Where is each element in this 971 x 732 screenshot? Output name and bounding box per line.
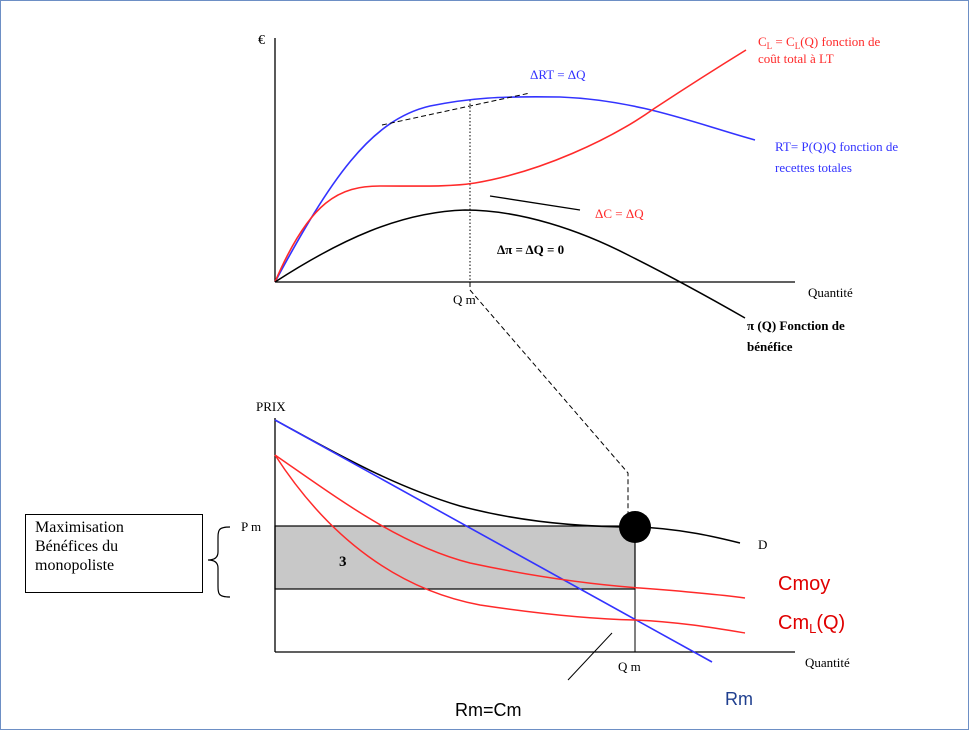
profit-curve-label-line1: π (Q) Fonction de — [747, 318, 845, 333]
demand-curve — [274, 419, 741, 544]
cost-curve-label-line2: coût total à LT — [758, 51, 834, 66]
top-y-axis-label: € — [258, 33, 265, 48]
box-line-3: monopoliste — [35, 557, 115, 574]
box-line-1: Maximisation — [35, 519, 124, 536]
average-cost-curve — [274, 454, 746, 599]
rm-equals-cm-label: Rm=Cm — [455, 700, 522, 720]
marginal-cost-curve — [274, 454, 746, 634]
top-qm-tick-label: Q m — [453, 292, 476, 307]
revenue-curve — [274, 95, 756, 283]
top-chart: € Quantité Q m ΔRT = ΔQ ΔC = ΔQ Δπ = ΔQ … — [258, 33, 898, 354]
top-x-axis-label: Quantité — [808, 285, 853, 300]
profit-area-label: 3 — [339, 554, 347, 570]
revenue-curve-label-line2: recettes totales — [775, 160, 852, 175]
delta-c-label: ΔC = ΔQ — [595, 206, 644, 221]
cost-tangent — [489, 195, 581, 211]
marginal-revenue-curve — [274, 419, 713, 663]
profit-area — [274, 525, 636, 590]
cost-curve-label-line1: CL = CL(Q) fonction de — [758, 34, 881, 51]
monopoly-equilibrium-point — [619, 511, 651, 543]
average-cost-label: Cmoy — [778, 573, 830, 595]
marginal-revenue-label: Rm — [725, 689, 753, 709]
rm-cm-pointer — [567, 632, 613, 681]
bottom-y-axis-label: PRIX — [256, 399, 286, 414]
qm-connector-dashed — [469, 282, 629, 516]
pm-tick-label: P m — [241, 519, 261, 534]
side-brace — [207, 526, 231, 598]
bottom-x-axis-label: Quantité — [805, 655, 850, 670]
demand-label: D — [758, 537, 767, 552]
bottom-qm-tick-label: Q m — [618, 659, 641, 674]
revenue-curve-label-line1: RT= P(Q)Q fonction de — [775, 139, 898, 154]
profit-curve — [274, 209, 746, 319]
bottom-chart: 3 PRIX Quantité P m Q m D Cmoy CmL(Q) Rm… — [207, 399, 850, 720]
delta-rt-label: ΔRT = ΔQ — [530, 67, 586, 82]
profit-curve-label-line2: bénéfice — [747, 339, 793, 354]
marginal-cost-label: CmL(Q) — [778, 612, 845, 636]
box-line-2: Bénéfices du — [35, 538, 119, 555]
revenue-tangent-dashed — [381, 92, 531, 126]
delta-pi-label: Δπ = ΔQ = 0 — [497, 242, 564, 257]
monopoly-profit-box: Maximisation Bénéfices du monopoliste — [25, 514, 203, 593]
total-cost-curve — [274, 49, 747, 283]
